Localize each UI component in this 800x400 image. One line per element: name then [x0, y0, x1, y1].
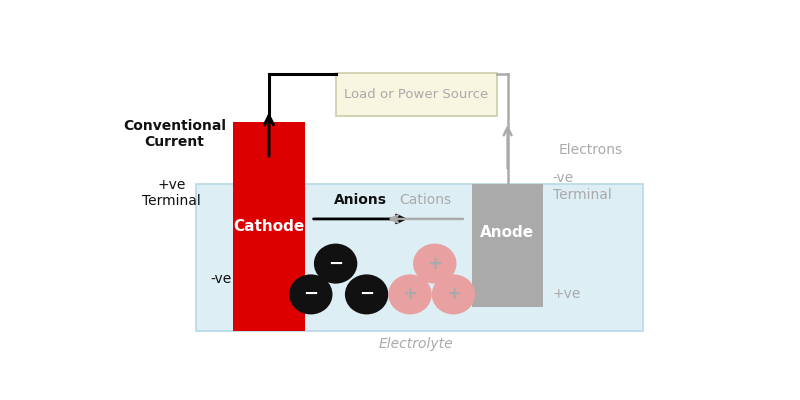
Bar [336, 73, 497, 116]
Text: +ve: +ve [553, 287, 581, 302]
Text: −: − [303, 286, 318, 303]
Ellipse shape [388, 274, 432, 314]
Text: Anode: Anode [480, 225, 534, 240]
Bar [472, 184, 543, 307]
Text: -ve: -ve [210, 272, 231, 286]
Text: Electrons: Electrons [558, 143, 623, 157]
Text: +: + [446, 286, 461, 303]
Text: Electrolyte: Electrolyte [379, 337, 454, 351]
Text: -ve
Terminal: -ve Terminal [553, 172, 611, 202]
Ellipse shape [345, 274, 388, 314]
Text: +: + [427, 255, 442, 273]
Text: −: − [328, 255, 343, 273]
Bar [234, 122, 305, 331]
Bar [196, 184, 642, 331]
Ellipse shape [289, 274, 333, 314]
Text: Anions: Anions [334, 193, 387, 207]
Ellipse shape [413, 244, 457, 284]
Text: +: + [402, 286, 418, 303]
Text: Conventional
Current: Conventional Current [123, 119, 226, 149]
Text: Cathode: Cathode [233, 219, 304, 234]
Ellipse shape [432, 274, 475, 314]
Text: Cations: Cations [399, 193, 451, 207]
Text: Load or Power Source: Load or Power Source [344, 88, 488, 101]
Text: −: − [359, 286, 374, 303]
Ellipse shape [314, 244, 358, 284]
Text: +ve
Terminal: +ve Terminal [142, 178, 201, 208]
